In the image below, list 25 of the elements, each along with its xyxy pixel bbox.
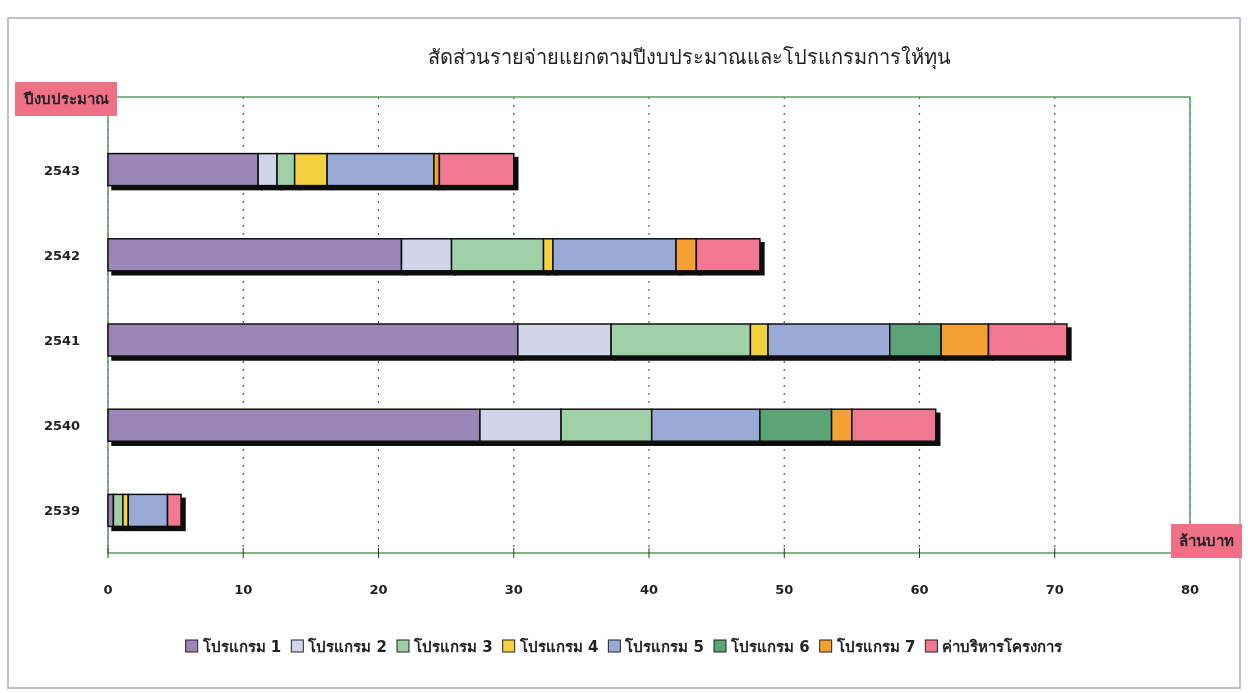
legend-label: โปรแกรม 7: [835, 637, 916, 656]
legend-label: โปรแกรม 3: [412, 637, 493, 656]
x-axis-title: ล้านบาท: [1179, 532, 1234, 550]
y-tick-label: 2540: [43, 418, 81, 434]
x-tick-label: 80: [1180, 582, 1200, 597]
y-tick-label: 2543: [43, 162, 81, 178]
y-tick-label: 2539: [43, 503, 81, 519]
legend-label: ค่าบริหารโครงการ: [942, 637, 1064, 656]
legend-label: โปรแกรม 4: [518, 637, 599, 656]
legend-label: โปรแกรม 5: [624, 637, 705, 656]
chart-title: สัดส่วนรายจ่ายแยกตามปีงบประมาณและโปรแกรมการให้ทุน: [427, 45, 951, 70]
legend-label: โปรแกรม 2: [307, 637, 387, 656]
legend-label: โปรแกรม 6: [730, 637, 810, 656]
x-tick-label: 10: [234, 582, 253, 597]
x-tick-label: 20: [369, 582, 388, 597]
x-tick-label: 40: [639, 582, 659, 597]
y-tick-label: 2541: [43, 333, 81, 348]
y-tick-label: 2542: [43, 247, 81, 263]
x-tick-label: 70: [1045, 582, 1064, 597]
x-tick-label: 0: [103, 582, 113, 597]
x-tick-label: 60: [910, 582, 929, 597]
legend-label: โปรแกรม 1: [201, 637, 282, 656]
y-axis-title: ปีงบประมาณ: [23, 90, 109, 108]
x-tick-label: 30: [504, 582, 523, 597]
x-tick-label: 50: [775, 582, 794, 597]
